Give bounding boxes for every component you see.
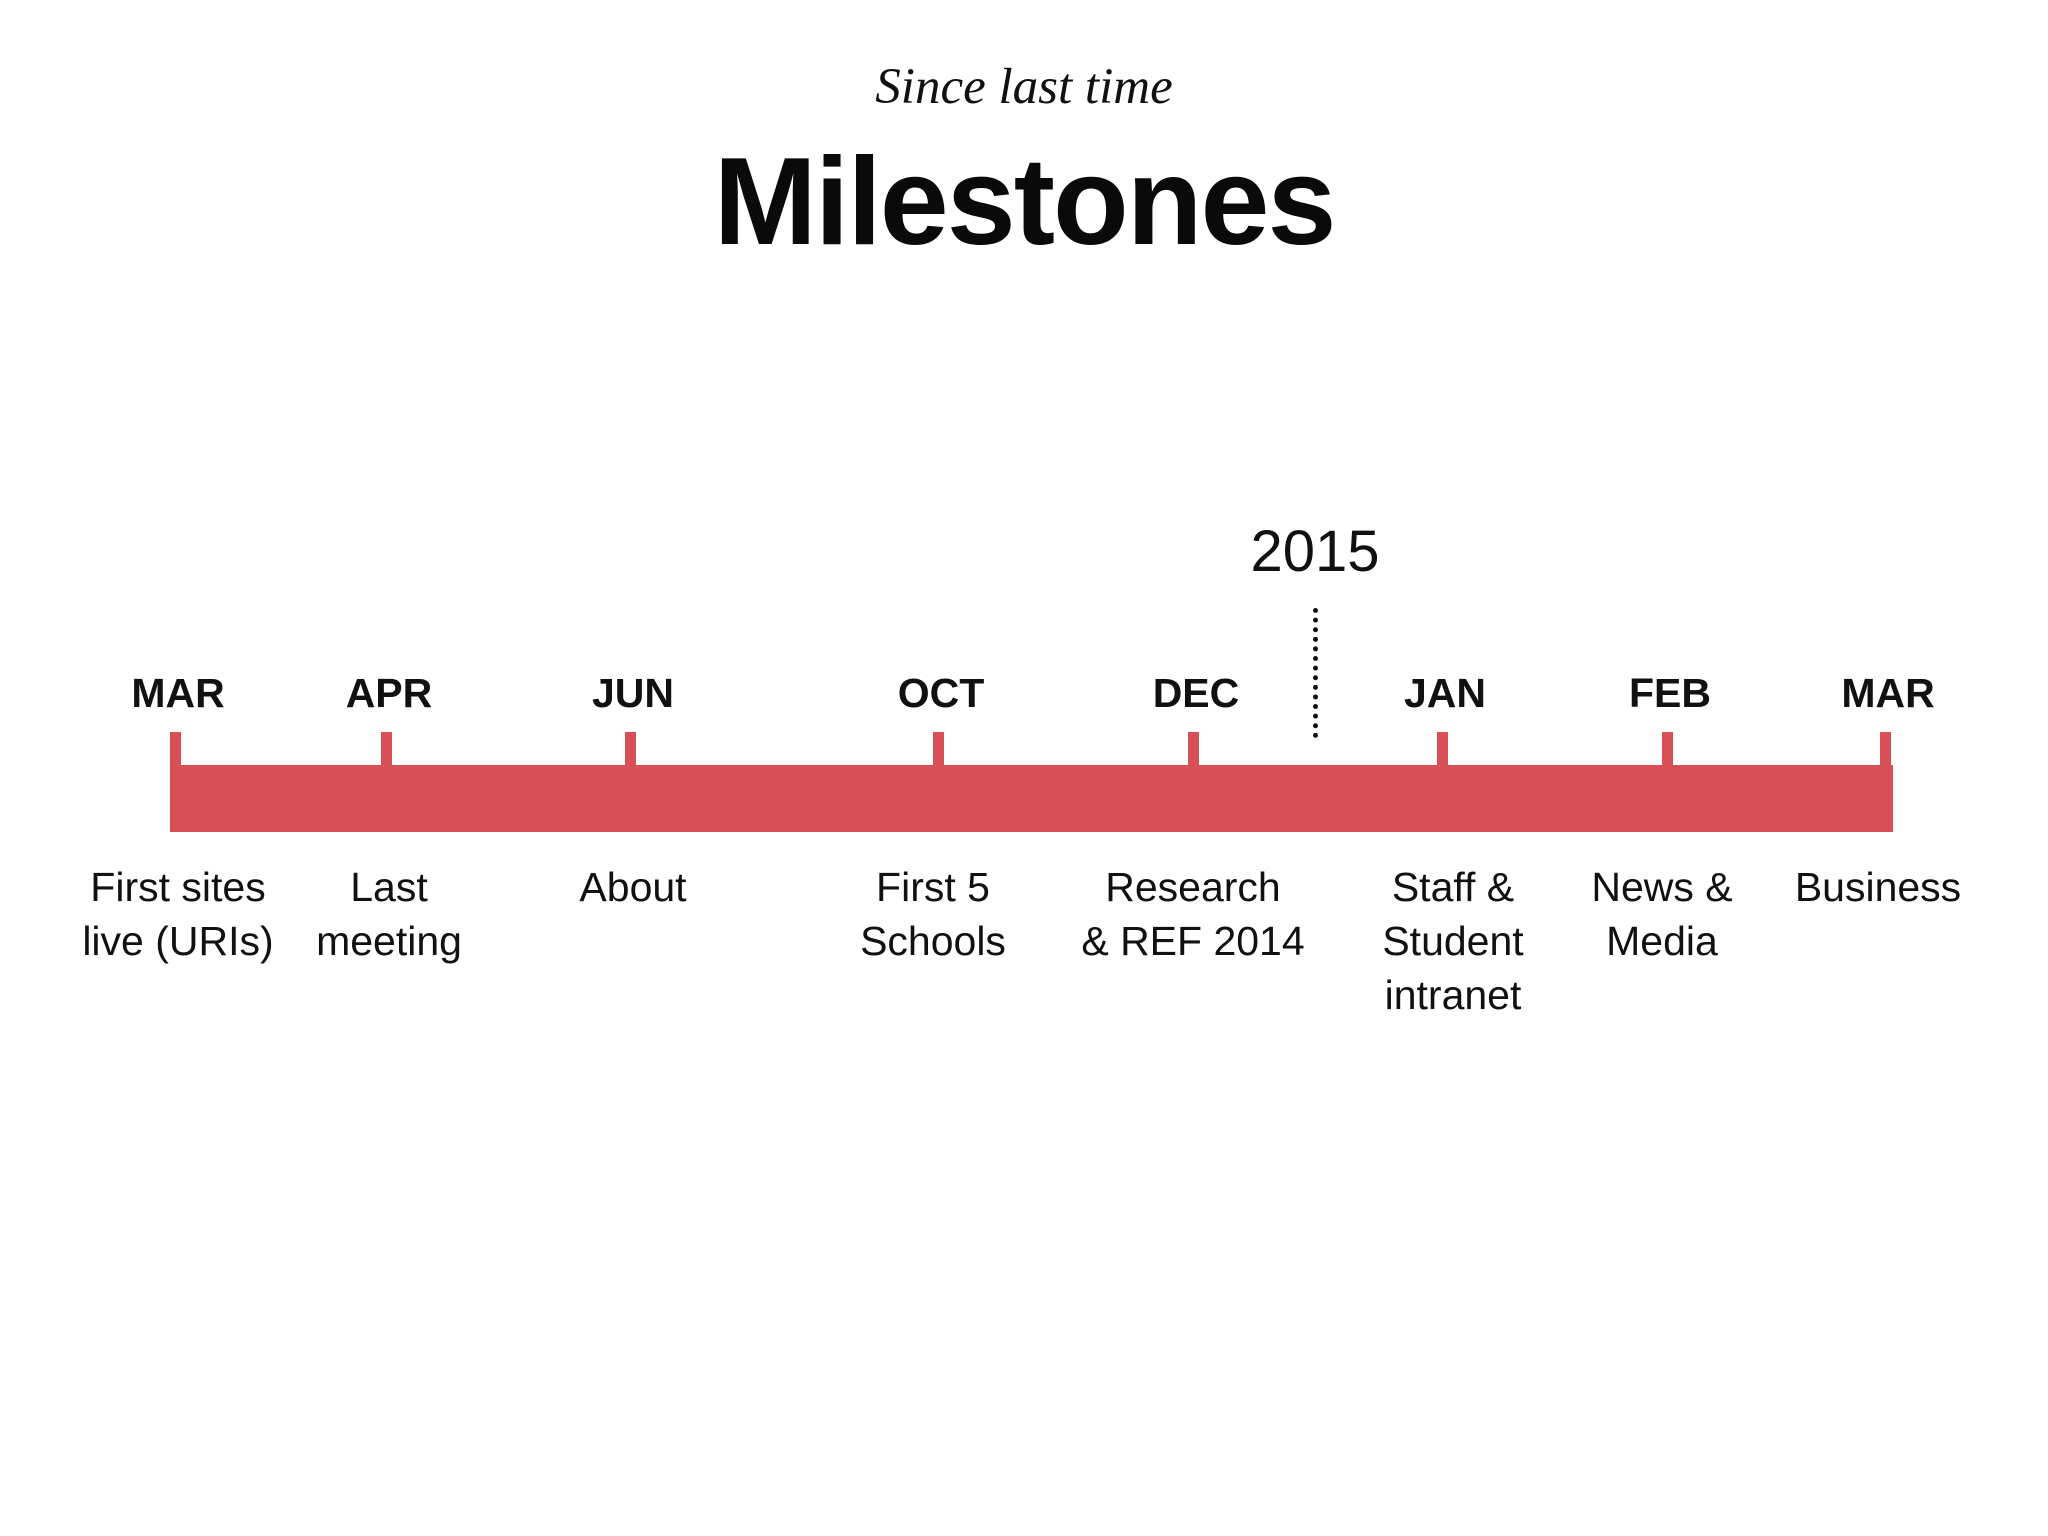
milestone-label: News & Media [1591,864,1733,964]
timeline-tick [1188,732,1199,768]
milestone-label: First 5 Schools [860,864,1006,964]
year-label: 2015 [1250,519,1380,584]
month-label: DEC [1152,670,1240,716]
month-label: MAR [1841,670,1935,716]
milestone-label: Staff & Student intranet [1382,864,1524,1018]
timeline-tick [1662,732,1673,768]
month-label: JUN [591,670,675,716]
slide-subtitle: Since last time [875,59,1173,115]
timeline-tick [1437,732,1448,768]
milestone-label: Last meeting [316,864,462,964]
timeline-tick [625,732,636,768]
timeline-tick [170,732,181,768]
slide-title: Milestones [713,133,1337,271]
timeline-tick [933,732,944,768]
month-label: OCT [897,670,985,716]
month-label: JAN [1403,670,1487,716]
month-label: APR [345,670,433,716]
milestone-label: First sites live (URIs) [82,864,274,964]
timeline-tick [1880,732,1891,768]
timeline-bar [170,765,1893,832]
milestone-label: Business [1794,864,1962,910]
timeline-tick [381,732,392,768]
milestone-label: Research & REF 2014 [1081,864,1305,964]
month-label: FEB [1629,670,1711,716]
milestone-label: About [579,864,687,910]
month-label: MAR [131,670,225,716]
year-divider [1313,608,1318,738]
